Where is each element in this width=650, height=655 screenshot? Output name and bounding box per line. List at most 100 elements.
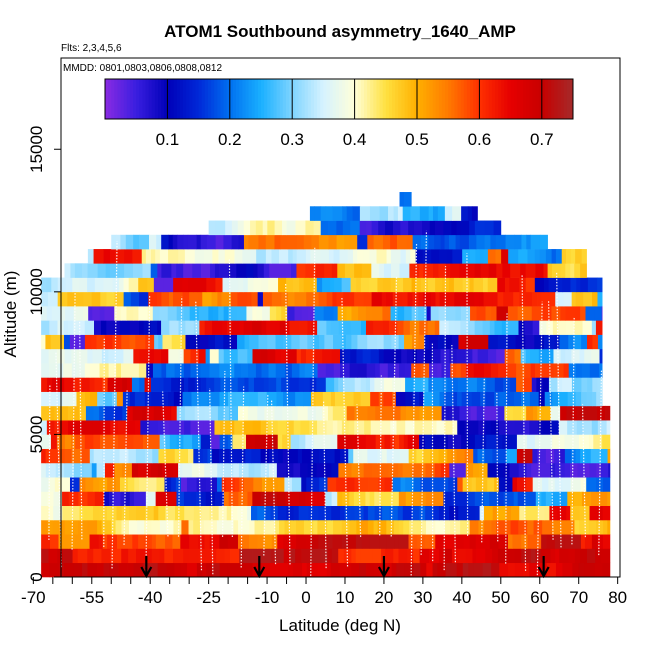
heat-cell [555,477,563,492]
heat-cell [211,406,219,421]
heat-cell [164,548,173,563]
heat-cell [364,506,369,521]
heat-cell [600,349,603,364]
heat-cell [483,320,491,335]
heat-cell [317,491,325,506]
heat-cell [95,278,104,293]
heat-cell [391,249,401,264]
heat-cell [435,320,440,335]
heat-cell [497,278,505,293]
heat-cell [542,477,549,492]
heat-cell [267,349,275,364]
heat-cell [317,420,327,435]
heat-cell [423,392,433,407]
colorbar-strip [411,79,415,119]
heat-cell [383,392,392,407]
heat-cell [332,292,336,307]
heat-cell [571,278,577,293]
x-tick-label: 30 [413,588,432,607]
heat-cell [253,477,262,492]
heat-cell [74,420,84,435]
heat-cell [407,548,413,563]
heat-cell [104,363,109,378]
heat-cell [479,463,488,478]
heat-cell [151,249,156,264]
heat-cell [233,520,238,535]
heat-cell [585,463,590,478]
heat-cell [120,449,129,464]
heat-cell [470,292,474,307]
heat-cell [531,363,536,378]
heat-cell [257,263,264,278]
heat-cell [439,320,444,335]
heat-cell [403,206,411,221]
heat-cell [541,491,546,506]
heat-cell [154,335,158,350]
x-tick-label: 20 [374,588,393,607]
heat-cell [292,477,302,492]
heat-cell [299,506,309,521]
heat-cell [215,263,219,278]
heat-cell [485,420,491,435]
heat-cell [357,235,367,250]
heat-cell [149,349,155,364]
heat-cell [277,534,283,549]
colorbar-strip [470,79,474,119]
heat-cell [400,263,410,278]
colorbar-strip [286,79,290,119]
heat-cell [574,320,583,335]
heat-cell [263,292,272,307]
heat-cell [597,278,602,293]
heat-cell [384,335,392,350]
heat-cell [420,206,429,221]
heat-cell [225,548,231,563]
heat-cell [262,363,269,378]
colorbar-strip [127,79,131,119]
heat-cell [470,520,479,535]
heat-cell [179,320,186,335]
colorbar-strip [511,79,515,119]
heat-cell [451,221,457,236]
heat-cell [502,434,512,449]
heat-cell [146,363,153,378]
heat-cell [422,377,429,392]
heat-cell [367,449,378,464]
heat-cell [323,392,331,407]
heat-cell [607,420,611,435]
heat-cell [495,377,504,392]
heat-cell [275,349,281,364]
heat-cell [584,420,593,435]
heat-cell [49,363,59,378]
heat-cell [296,534,306,549]
heat-cell [508,306,518,321]
colorbar-strip [333,79,337,119]
heat-cell [190,335,200,350]
heat-cell [184,377,189,392]
heat-cell [271,249,279,264]
heat-cell [551,292,556,307]
heat-cell [66,278,73,293]
heat-cell [126,235,134,250]
heat-cell [215,221,225,236]
colorbar-strip [398,79,402,119]
heat-cell [116,477,120,492]
heat-cell [558,320,566,335]
heat-cell [456,363,461,378]
heat-cell [275,520,280,535]
heat-cell [41,363,49,378]
heat-cell [453,392,457,407]
heat-cell [228,534,239,549]
heat-cell [350,221,360,236]
heat-cell [346,306,351,321]
heat-cell [472,392,481,407]
heat-cell [249,534,258,549]
heat-cell [458,377,468,392]
heat-cell [276,392,283,407]
heat-cell [350,349,357,364]
heat-cell [587,335,593,350]
heat-cell [370,377,375,392]
heat-cell [362,534,370,549]
colorbar-strip [542,79,546,119]
heat-cell [490,534,499,549]
x-tick-label: -55 [79,588,104,607]
